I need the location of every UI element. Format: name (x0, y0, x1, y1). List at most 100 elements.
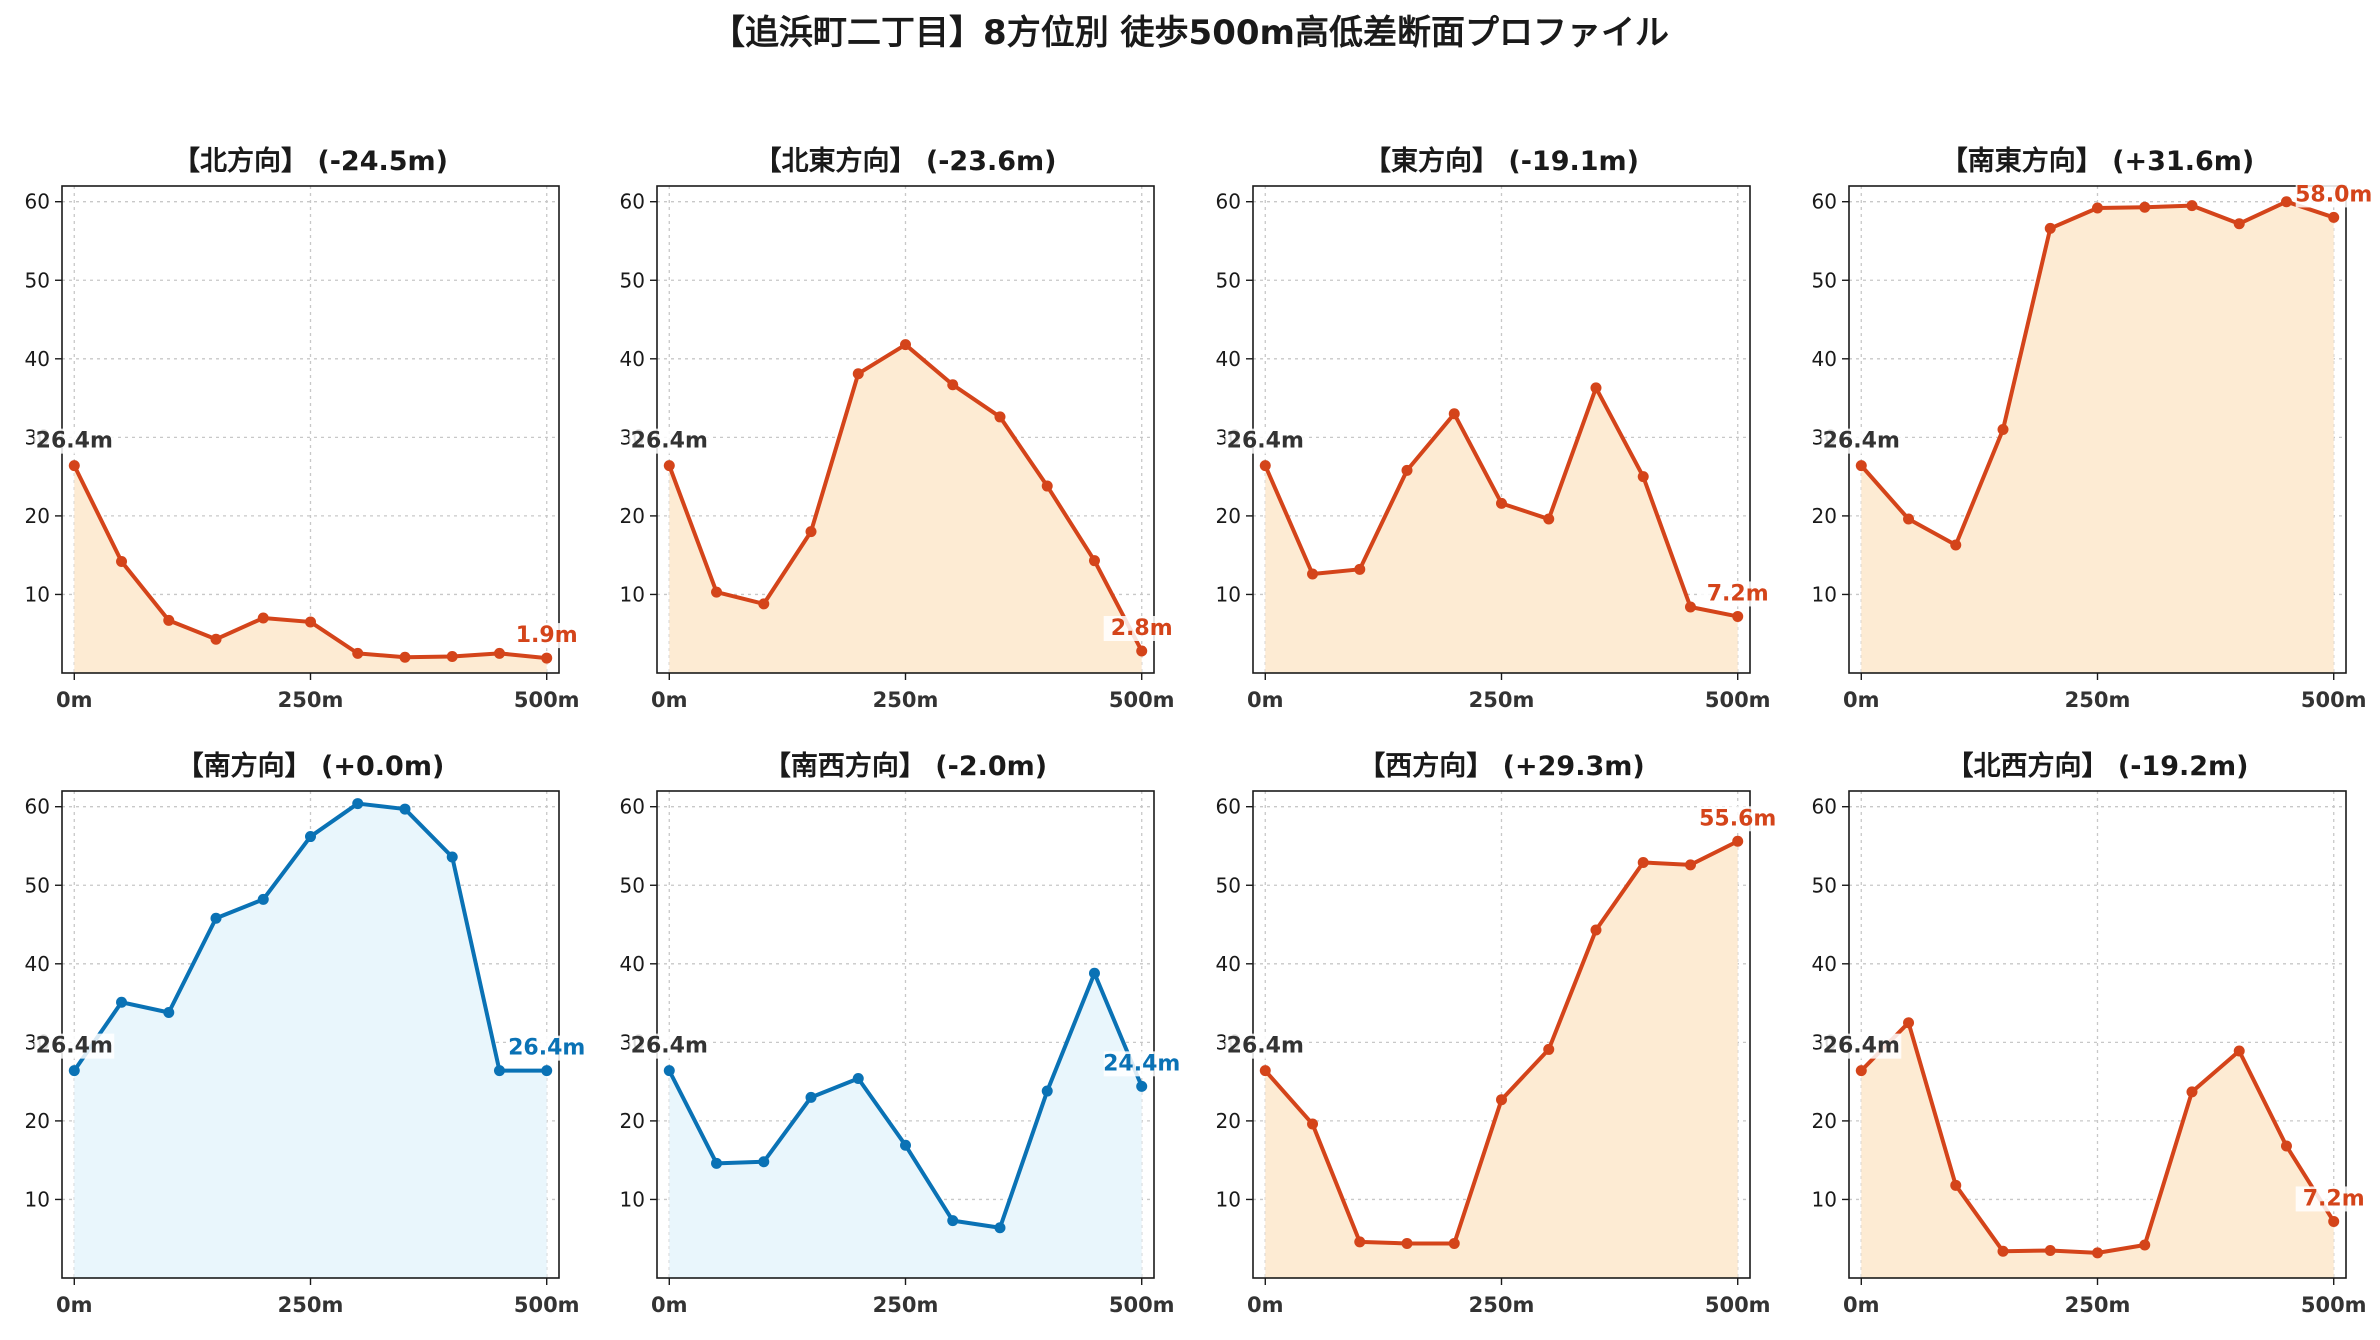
y-tick-label: 60 (1812, 190, 1837, 214)
data-point (493, 647, 505, 659)
data-point (1997, 1245, 2009, 1257)
data-point (541, 652, 553, 664)
data-point (1732, 835, 1744, 847)
y-tick-label: 60 (1216, 190, 1241, 214)
end-elevation-label: 24.4m (1103, 1051, 1180, 1076)
data-point (2233, 218, 2245, 230)
start-elevation-label: 26.4m (631, 1034, 708, 1059)
start-label-bg (34, 1033, 115, 1059)
x-tick-label: 500m (1705, 688, 1771, 712)
data-point (1448, 408, 1460, 420)
x-tick-label: 0m (56, 1293, 93, 1317)
data-point (1496, 497, 1507, 509)
y-tick-label: 50 (1216, 873, 1241, 897)
data-point (994, 1222, 1006, 1234)
data-point (2328, 1215, 2340, 1227)
chart-panel: 【北方向】 (-24.5m)1020304050600m250m500m26.4… (25, 145, 585, 712)
data-point (446, 851, 458, 863)
start-elevation-label: 26.4m (36, 1034, 113, 1059)
chart-panel: 【南方向】 (+0.0m)1020304050600m250m500m26.4m… (25, 750, 586, 1317)
data-point (399, 651, 411, 663)
data-point (1543, 1043, 1555, 1055)
x-tick-label: 0m (1843, 1293, 1880, 1317)
end-elevation-label: 55.6m (1699, 806, 1776, 831)
y-tick-label: 60 (1812, 795, 1837, 819)
end-label-bg (508, 1035, 585, 1061)
y-tick-label: 40 (620, 952, 645, 976)
x-tick-label: 500m (2301, 1293, 2367, 1317)
start-elevation-label: 26.4m (36, 429, 113, 454)
data-point (994, 411, 1006, 423)
data-point (210, 633, 222, 645)
x-tick-label: 250m (2065, 1293, 2131, 1317)
data-point (1307, 1118, 1319, 1130)
elevation-area (669, 973, 1142, 1278)
end-label-bg (2295, 182, 2372, 208)
start-label-bg (34, 428, 115, 454)
y-tick-label: 10 (1216, 1187, 1241, 1211)
data-point (257, 893, 269, 905)
start-label-bg (629, 428, 710, 454)
data-point (1136, 645, 1148, 657)
x-tick-label: 500m (1109, 1293, 1175, 1317)
data-point (1354, 563, 1366, 575)
y-tick-label: 20 (1812, 1109, 1837, 1133)
y-tick-label: 40 (1216, 347, 1241, 371)
panel-title: 【北方向】 (-24.5m) (173, 145, 448, 177)
data-point (2092, 202, 2103, 214)
x-tick-label: 0m (651, 688, 688, 712)
end-label-bg (1103, 616, 1180, 642)
data-point (68, 460, 80, 472)
data-point (1855, 1065, 1867, 1077)
data-point (711, 1157, 723, 1169)
panel-title: 【南西方向】 (-2.0m) (764, 750, 1047, 782)
elevation-area (1861, 201, 2334, 674)
y-tick-label: 50 (1812, 873, 1837, 897)
data-point (2233, 1045, 2245, 1057)
elevation-area (669, 344, 1142, 673)
data-point (116, 996, 128, 1008)
data-point (1088, 555, 1100, 567)
data-point (900, 1139, 911, 1151)
y-tick-label: 20 (620, 1109, 645, 1133)
panel-title: 【東方向】 (-19.1m) (1364, 145, 1639, 177)
data-point (1997, 424, 2009, 435)
x-tick-label: 250m (278, 688, 344, 712)
end-label-bg (508, 623, 585, 649)
data-point (1637, 856, 1649, 868)
data-point (1041, 480, 1053, 492)
data-point (68, 1065, 80, 1077)
y-tick-label: 10 (620, 1187, 645, 1211)
data-point (1855, 460, 1867, 472)
y-tick-label: 40 (25, 347, 50, 371)
data-point (352, 647, 364, 659)
data-point (805, 1091, 817, 1103)
chart-panel: 【北西方向】 (-19.2m)1020304050600m250m500m26.… (1812, 750, 2372, 1317)
start-label-bg (1821, 428, 1902, 454)
data-point (947, 1215, 959, 1227)
data-point (711, 586, 723, 598)
data-point (663, 460, 675, 472)
data-point (2186, 1086, 2198, 1098)
data-point (305, 616, 316, 628)
data-point (1307, 568, 1319, 580)
x-tick-label: 500m (514, 1293, 580, 1317)
panels: 【北方向】 (-24.5m)1020304050600m250m500m26.4… (25, 145, 2373, 1317)
data-point (805, 526, 817, 538)
end-elevation-label: 58.0m (2295, 182, 2372, 207)
x-tick-label: 250m (2065, 688, 2131, 712)
data-point (1496, 1094, 1507, 1106)
data-point (1903, 513, 1915, 525)
data-point (1950, 539, 1962, 551)
data-point (2044, 1245, 2056, 1257)
data-point (1590, 382, 1602, 394)
y-tick-label: 20 (1216, 1109, 1241, 1133)
x-tick-label: 250m (873, 688, 939, 712)
data-point (1684, 601, 1696, 613)
data-point (1136, 1080, 1148, 1092)
data-point (1088, 967, 1100, 979)
x-tick-label: 500m (2301, 688, 2367, 712)
chart-panel: 【北東方向】 (-23.6m)1020304050600m250m500m26.… (620, 145, 1180, 712)
data-point (758, 1156, 770, 1168)
start-elevation-label: 26.4m (1227, 429, 1304, 454)
